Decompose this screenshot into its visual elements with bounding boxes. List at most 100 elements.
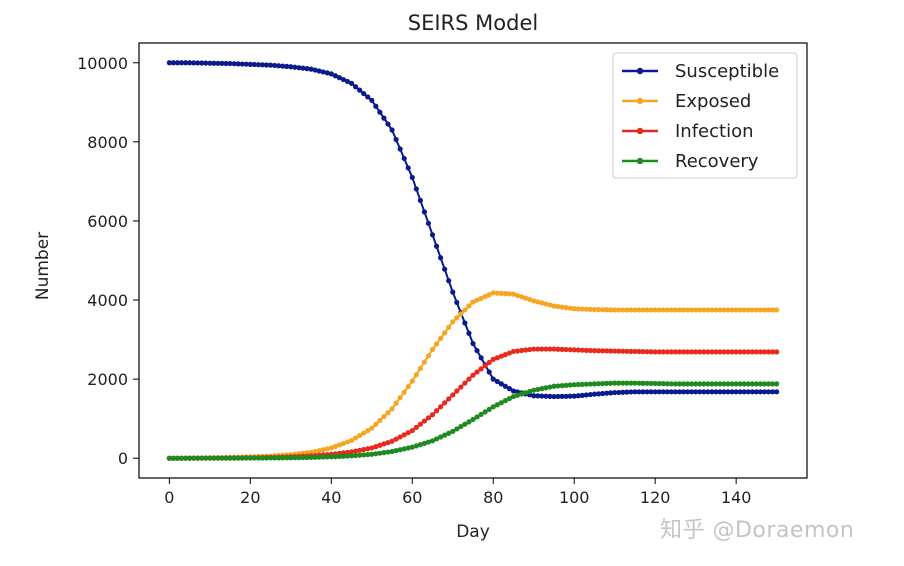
data-point-exposed xyxy=(733,307,739,313)
data-point-infection xyxy=(664,349,670,355)
data-point-exposed xyxy=(373,421,379,427)
data-point-susceptible xyxy=(749,389,755,395)
y-tick-label: 0 xyxy=(118,449,128,468)
data-point-recovery xyxy=(648,380,654,387)
data-point-susceptible xyxy=(547,393,553,399)
data-point-recovery xyxy=(280,455,286,461)
data-point-exposed xyxy=(587,306,594,312)
data-point-recovery xyxy=(454,426,460,432)
data-point-recovery xyxy=(223,455,229,461)
data-point-exposed xyxy=(567,305,573,311)
legend-label: Susceptible xyxy=(675,61,779,82)
data-point-recovery xyxy=(470,416,476,423)
data-point-recovery xyxy=(494,402,500,408)
data-point-recovery xyxy=(276,455,282,461)
data-point-susceptible xyxy=(713,389,719,395)
data-point-susceptible xyxy=(442,266,448,272)
data-point-recovery xyxy=(757,381,764,387)
data-point-recovery xyxy=(288,455,294,461)
data-point-exposed xyxy=(656,307,662,313)
data-point-exposed xyxy=(676,307,683,313)
data-point-susceptible xyxy=(425,220,432,226)
data-point-recovery xyxy=(352,452,359,459)
data-point-susceptible xyxy=(761,389,768,395)
data-point-recovery xyxy=(336,453,342,460)
data-point-susceptible xyxy=(195,60,201,66)
data-point-susceptible xyxy=(255,62,262,68)
data-point-infection xyxy=(563,346,569,353)
data-point-infection xyxy=(458,384,464,390)
data-point-susceptible xyxy=(284,63,290,70)
data-point-exposed xyxy=(725,307,731,313)
data-point-susceptible xyxy=(693,389,699,395)
data-point-recovery xyxy=(405,445,411,451)
data-point-susceptible xyxy=(608,390,614,396)
data-point-infection xyxy=(709,349,715,355)
data-point-exposed xyxy=(563,305,569,311)
data-point-exposed xyxy=(425,353,432,359)
data-point-recovery xyxy=(551,383,557,389)
data-point-recovery xyxy=(219,455,225,461)
data-point-infection xyxy=(344,449,351,455)
data-point-exposed xyxy=(482,293,488,300)
data-point-susceptible xyxy=(571,393,577,399)
data-point-recovery xyxy=(417,442,423,448)
data-point-exposed xyxy=(575,306,581,312)
data-point-susceptible xyxy=(413,186,419,192)
data-point-recovery xyxy=(429,438,436,444)
data-point-infection xyxy=(757,349,764,355)
data-point-exposed xyxy=(608,307,614,313)
data-point-susceptible xyxy=(664,389,670,395)
data-point-recovery xyxy=(243,455,249,461)
data-point-exposed xyxy=(717,307,723,313)
data-point-susceptible xyxy=(757,389,764,395)
data-point-recovery xyxy=(316,454,322,460)
data-point-susceptible xyxy=(365,94,371,100)
data-point-susceptible xyxy=(604,390,610,396)
data-point-susceptible xyxy=(502,383,508,389)
data-point-susceptible xyxy=(243,61,249,67)
data-point-infection xyxy=(753,349,759,355)
data-point-recovery xyxy=(644,380,650,386)
data-point-susceptible xyxy=(203,60,209,66)
data-point-infection xyxy=(365,446,371,452)
data-point-exposed xyxy=(741,307,747,313)
data-point-recovery xyxy=(518,391,525,397)
data-point-exposed xyxy=(348,437,355,444)
data-point-susceptible xyxy=(417,197,423,203)
data-point-susceptible xyxy=(215,60,221,66)
data-point-exposed xyxy=(320,447,326,453)
data-point-susceptible xyxy=(239,61,245,67)
data-point-recovery xyxy=(397,447,403,453)
data-point-susceptible xyxy=(251,61,257,68)
data-point-infection xyxy=(429,412,436,418)
data-point-susceptible xyxy=(725,389,731,395)
data-point-exposed xyxy=(705,307,711,313)
data-point-recovery xyxy=(348,453,355,459)
x-tick-label: 40 xyxy=(321,488,341,507)
data-point-exposed xyxy=(709,307,715,313)
data-point-infection xyxy=(551,346,557,352)
data-point-susceptible xyxy=(454,299,460,306)
data-point-exposed xyxy=(571,306,577,312)
data-point-infection xyxy=(612,348,618,354)
data-point-infection xyxy=(361,446,367,453)
data-point-infection xyxy=(514,348,521,354)
data-point-recovery xyxy=(304,454,310,461)
data-point-susceptible xyxy=(174,60,181,66)
data-point-exposed xyxy=(502,291,508,297)
data-point-exposed xyxy=(413,372,419,378)
data-point-exposed xyxy=(668,307,674,313)
data-point-susceptible xyxy=(745,389,751,395)
data-point-susceptible xyxy=(583,392,589,398)
y-tick-label: 10000 xyxy=(77,54,128,73)
data-point-susceptible xyxy=(429,232,436,238)
data-point-recovery xyxy=(324,454,330,460)
data-point-infection xyxy=(676,349,683,355)
data-point-susceptible xyxy=(357,87,363,93)
data-point-susceptible xyxy=(494,378,500,385)
data-point-recovery xyxy=(199,455,205,461)
data-point-susceptible xyxy=(450,289,456,295)
data-point-recovery xyxy=(636,380,642,386)
data-point-exposed xyxy=(660,307,666,313)
